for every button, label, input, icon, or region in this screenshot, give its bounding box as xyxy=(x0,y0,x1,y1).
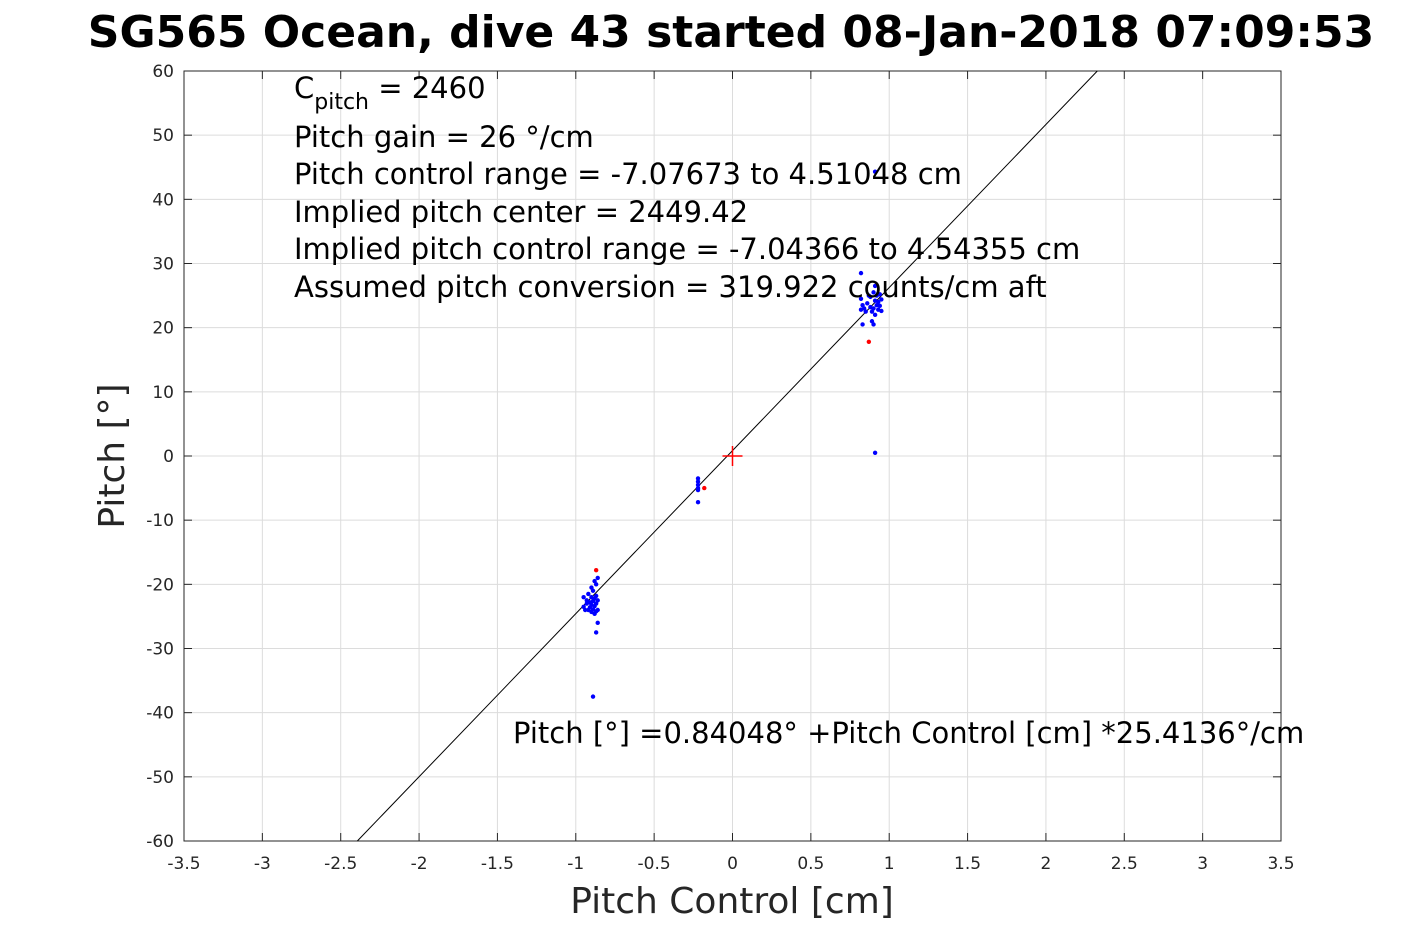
data-point xyxy=(872,450,878,455)
data-point xyxy=(695,479,701,484)
x-axis-label: Pitch Control [cm] xyxy=(570,881,894,922)
data-point xyxy=(593,593,599,599)
fit-equation-annotation: Pitch [°] =0.84048° +Pitch Control [cm] … xyxy=(513,716,1304,750)
data-point xyxy=(879,308,884,314)
data-point xyxy=(702,485,707,491)
x-tick-label: 2 xyxy=(1041,854,1052,874)
x-tick-label: 0 xyxy=(727,854,738,874)
x-tick-label: -1.5 xyxy=(481,854,514,874)
y-tick-label: -60 xyxy=(146,832,174,852)
x-tick-label: -3 xyxy=(254,854,271,874)
y-tick-label: -40 xyxy=(146,704,174,724)
y-tick-label: -30 xyxy=(146,640,174,660)
data-point xyxy=(593,630,599,635)
x-axis-ticks: -3.5 -3 -2.5 -2 -1.5 -1 -0.5 0 0.5 1 1.5 2 2.5 3 3.5 xyxy=(167,71,1295,874)
center-marker xyxy=(722,446,743,466)
data-point xyxy=(695,476,701,481)
pitch-conversion-annotation: Assumed pitch conversion = 319.922 count… xyxy=(294,270,1047,304)
data-point xyxy=(872,312,878,318)
data-point xyxy=(879,297,884,302)
chart-title: SG565 Ocean, dive 43 started 08-Jan-2018… xyxy=(88,7,1374,58)
data-point xyxy=(695,500,701,505)
data-point xyxy=(595,607,600,613)
x-tick-label: -3.5 xyxy=(167,854,200,874)
annotation-block: Cpitch = 2460 Pitch gain = 26 °/cm Pitch… xyxy=(294,71,1080,304)
y-axis-ticks: -60 -50 -40 -30 -20 -10 0 10 20 30 40 50 60 xyxy=(146,62,1281,852)
y-tick-label: 30 xyxy=(152,255,174,275)
x-tick-label: -1 xyxy=(567,854,584,874)
data-point xyxy=(858,296,864,301)
data-point xyxy=(590,588,596,593)
y-tick-label: -50 xyxy=(146,768,174,788)
data-point xyxy=(595,620,600,626)
y-tick-label: 50 xyxy=(152,126,174,146)
x-tick-label: -0.5 xyxy=(638,854,671,874)
y-tick-label: -10 xyxy=(146,511,174,531)
data-point xyxy=(866,339,872,344)
data-point xyxy=(595,598,600,603)
cpitch-value: = 2460 xyxy=(369,71,486,105)
data-point xyxy=(871,306,876,311)
implied-control-range-annotation: Implied pitch control range = -7.04366 t… xyxy=(294,232,1080,266)
pitch-control-range-annotation: Pitch control range = -7.07673 to 4.5104… xyxy=(294,157,962,191)
x-tick-label: 1.5 xyxy=(954,854,981,874)
y-tick-label: 60 xyxy=(152,62,174,82)
implied-pitch-center-annotation: Implied pitch center = 2449.42 xyxy=(294,195,748,229)
data-point xyxy=(595,575,600,581)
x-tick-label: 2.5 xyxy=(1111,854,1138,874)
x-tick-label: 3 xyxy=(1197,854,1208,874)
data-point xyxy=(871,290,876,295)
data-point xyxy=(863,309,868,314)
data-point xyxy=(865,301,870,306)
data-point xyxy=(695,482,701,488)
data-point xyxy=(876,299,881,305)
data-point xyxy=(868,294,873,300)
data-point xyxy=(872,283,878,289)
cpitch-subscript: pitch xyxy=(314,90,369,115)
y-tick-label: 10 xyxy=(152,383,174,403)
data-point xyxy=(871,322,876,327)
data-point xyxy=(593,582,599,587)
y-axis-label: Pitch [°] xyxy=(92,383,133,528)
y-tick-label: 40 xyxy=(152,190,174,210)
data-point xyxy=(695,487,701,493)
data-point xyxy=(582,607,588,613)
y-tick-label: 20 xyxy=(152,319,174,339)
pitch-gain-annotation: Pitch gain = 26 °/cm xyxy=(294,120,594,154)
cpitch-annotation: Cpitch = 2460 xyxy=(294,71,486,115)
x-tick-label: -2 xyxy=(411,854,428,874)
x-tick-label: -2.5 xyxy=(324,854,357,874)
x-tick-label: 3.5 xyxy=(1267,854,1294,874)
x-tick-label: 0.5 xyxy=(797,854,824,874)
data-point xyxy=(860,322,865,327)
data-point xyxy=(877,303,883,309)
data-point xyxy=(858,270,864,276)
data-point xyxy=(877,292,883,297)
y-tick-label: -20 xyxy=(146,575,174,595)
data-point xyxy=(593,568,599,573)
y-tick-label: 0 xyxy=(163,447,174,467)
x-tick-label: 1 xyxy=(884,854,895,874)
cpitch-base: C xyxy=(294,71,314,105)
grid xyxy=(184,71,1281,841)
data-point xyxy=(581,594,586,600)
data-point xyxy=(586,591,591,597)
data-points xyxy=(581,169,884,699)
data-point xyxy=(872,169,878,174)
data-point xyxy=(590,694,596,699)
